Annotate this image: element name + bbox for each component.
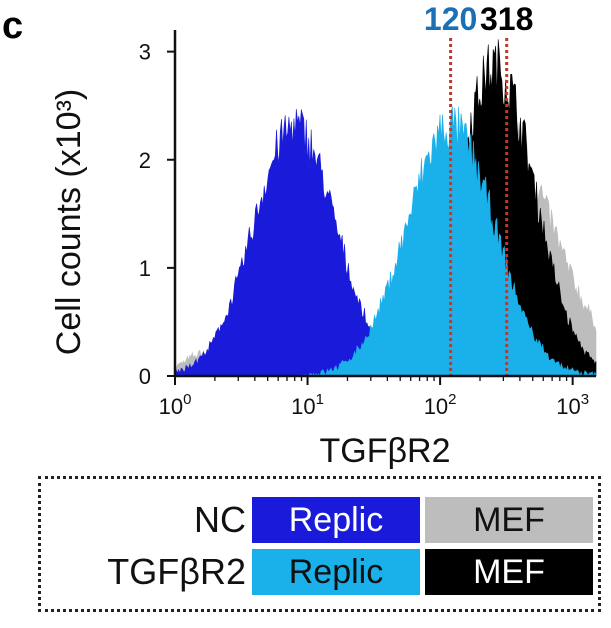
x-tick-label: 103 <box>556 391 589 419</box>
legend-row-label: NC <box>194 499 246 540</box>
legend-swatch-nc-replic: Replic <box>252 497 420 543</box>
legend-swatch-nc-mef: MEF <box>425 497 593 543</box>
histogram-curves <box>174 39 597 378</box>
x-tick-label: 102 <box>424 391 457 419</box>
y-axis-title: Cell counts (x10³) <box>50 89 88 355</box>
y-ticks: 0 1 2 3 <box>139 40 175 389</box>
marker-label-318: 318 <box>480 1 533 37</box>
legend: NC Replic MEF TGFβR2 Replic MEF <box>38 476 601 612</box>
legend-row-nc: NC Replic MEF <box>41 493 598 549</box>
y-tick-label: 0 <box>139 364 151 389</box>
axes <box>173 30 596 378</box>
y-tick-label: 1 <box>139 256 151 281</box>
histogram-chart: c 120 318 0 1 2 3 100 101 102 103 Cell counts (… <box>2 1 597 470</box>
y-tick-label: 3 <box>139 40 151 65</box>
x-tick-label: 100 <box>159 391 192 419</box>
x-tick-label: 101 <box>291 391 324 419</box>
x-ticks: 100 101 102 103 <box>159 376 589 419</box>
marker-label-120: 120 <box>424 1 477 37</box>
x-axis-title: TGFβR2 <box>319 432 450 470</box>
panel-label: c <box>2 5 23 47</box>
legend-row-label: TGFβR2 <box>107 551 246 592</box>
y-tick-label: 2 <box>139 148 151 173</box>
marker-lines: 120 318 <box>424 1 533 376</box>
legend-swatch-tgfbr2-replic: Replic <box>252 549 420 595</box>
legend-row-tgfbr2: TGFβR2 Replic MEF <box>41 545 598 601</box>
legend-swatch-tgfbr2-mef: MEF <box>425 549 593 595</box>
